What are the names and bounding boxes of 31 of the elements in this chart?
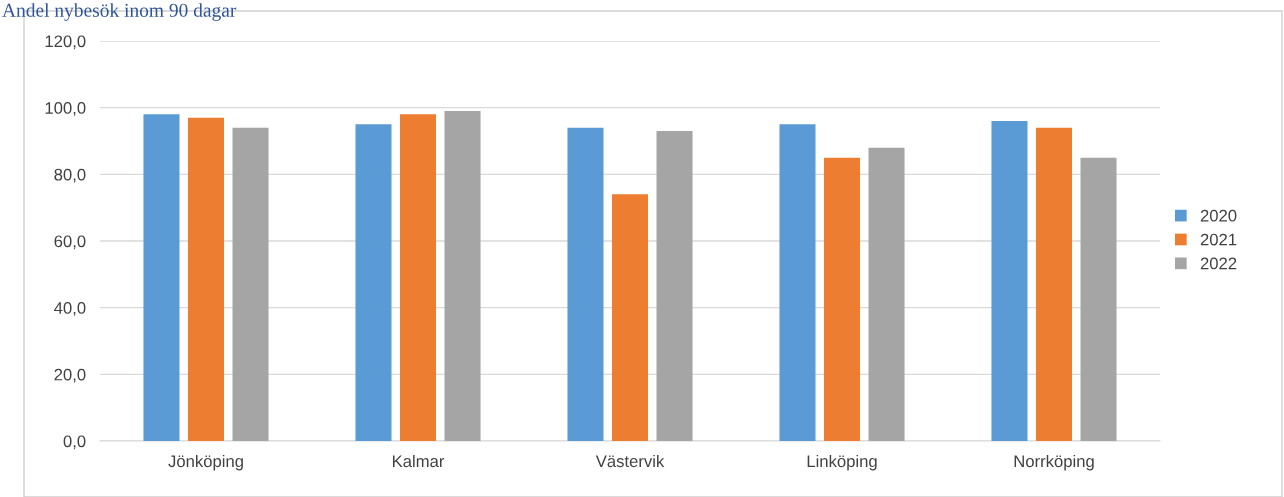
- bar: [567, 127, 604, 441]
- bar: [1080, 157, 1117, 441]
- bar: [611, 194, 649, 441]
- x-tick-label: Norrköping: [1014, 454, 1094, 471]
- bar: [868, 147, 905, 441]
- bar: [232, 127, 269, 441]
- bar: [399, 114, 437, 441]
- legend-label: 2021: [1200, 233, 1237, 246]
- legend-label: 2022: [1200, 257, 1237, 270]
- x-tick-label: Jönköping: [168, 454, 243, 471]
- bar: [1035, 127, 1073, 441]
- bar: [355, 124, 392, 441]
- bar: [656, 131, 693, 441]
- bar: [187, 117, 225, 441]
- y-tick-label: 20,0: [54, 368, 86, 383]
- x-tick-label: Linköping: [807, 454, 877, 471]
- y-tick-label: 120,0: [45, 35, 86, 50]
- y-tick-label: 0,0: [63, 435, 86, 450]
- bar: [779, 124, 816, 441]
- y-tick-label: 60,0: [54, 235, 86, 250]
- chart-title: Andel nybesök inom 90 dagar: [2, 3, 237, 21]
- x-tick-label: Kalmar: [392, 454, 445, 468]
- bar: [444, 111, 481, 441]
- bar: [143, 114, 180, 441]
- bar: [991, 121, 1028, 441]
- y-tick-label: 100,0: [45, 102, 86, 116]
- y-tick-label: 80,0: [54, 168, 86, 183]
- y-tick-label: 40,0: [54, 302, 86, 316]
- x-tick-label: Västervik: [595, 454, 665, 468]
- legend-label: 2020: [1200, 209, 1237, 222]
- bar: [823, 157, 861, 441]
